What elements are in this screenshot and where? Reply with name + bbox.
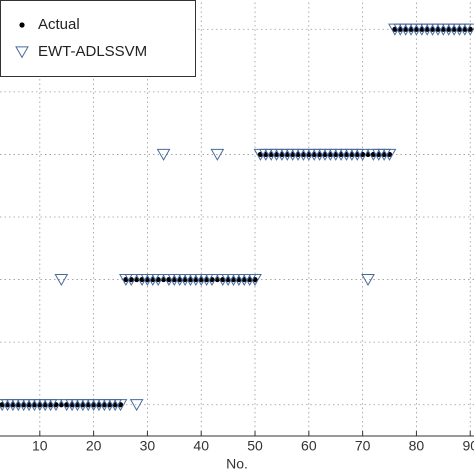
x-tick-label: 20: [86, 438, 102, 454]
point: [248, 273, 262, 286]
point: [49, 399, 63, 412]
point: [129, 399, 144, 412]
point: [205, 273, 219, 286]
x-tick-label: 50: [247, 438, 263, 454]
point: [113, 399, 128, 412]
legend-marker: [19, 22, 25, 28]
point: [124, 273, 139, 286]
series: [0, 23, 474, 412]
legend-marker: [15, 46, 29, 59]
point: [54, 273, 69, 286]
x-tick-label: 10: [32, 438, 48, 454]
x-tick-label: 70: [355, 438, 371, 454]
point: [361, 273, 375, 286]
point: [210, 148, 225, 161]
legend-box: [0, 0, 196, 77]
x-axis-label: No.: [226, 456, 248, 472]
point: [382, 148, 397, 161]
x-tick-label: 90: [462, 438, 474, 454]
x-tick-label: 40: [193, 438, 209, 454]
legend-label: EWT-ADLSSVM: [38, 43, 147, 60]
x-tick-label: 80: [409, 438, 425, 454]
legend-label: Actual: [38, 16, 80, 33]
point: [355, 148, 370, 161]
x-tick-label: 30: [140, 438, 156, 454]
point: [463, 23, 474, 36]
legend: Actual EWT-ADLSSVM: [0, 0, 196, 77]
point: [151, 273, 166, 286]
x-tick-label: 60: [301, 438, 317, 454]
point: [156, 148, 171, 161]
